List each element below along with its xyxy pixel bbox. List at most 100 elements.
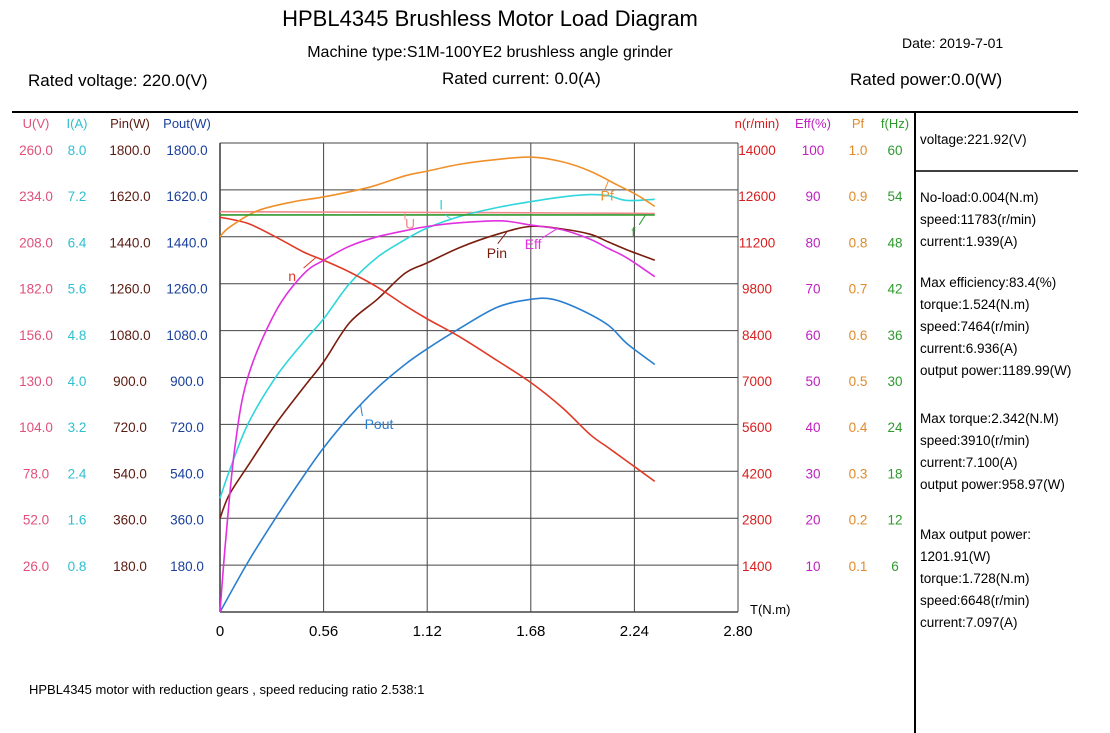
max-output-torque: torque:1.728(N.m) bbox=[920, 571, 1030, 586]
label-leader-pin bbox=[497, 231, 508, 245]
left-axis-header: I(A) bbox=[67, 116, 88, 131]
label-leader-eff bbox=[542, 228, 557, 239]
right-axis-tick: 0.6 bbox=[849, 328, 868, 343]
right-axis-tick: 90 bbox=[805, 189, 820, 204]
right-axis-tick: 54 bbox=[887, 189, 903, 204]
max-eff-value: Max efficiency:83.4(%) bbox=[920, 275, 1057, 290]
left-axis-tick: 52.0 bbox=[23, 513, 49, 528]
panel-max-efficiency: Max efficiency:83.4(%) torque:1.524(N.m)… bbox=[920, 272, 1071, 382]
right-axis-tick: 0.8 bbox=[849, 235, 868, 250]
max-eff-torque: torque:1.524(N.m) bbox=[920, 297, 1030, 312]
right-axis-tick: 1400 bbox=[742, 559, 772, 574]
machine-type: Machine type:S1M-100YE2 brushless angle … bbox=[307, 44, 673, 61]
panel-max-torque: Max torque:2.342(N.M) speed:3910(r/min) … bbox=[920, 408, 1065, 496]
right-axis-tick: 11200 bbox=[739, 235, 776, 250]
curve-label-f: f bbox=[632, 224, 636, 240]
no-load-current: current:1.939(A) bbox=[920, 234, 1018, 249]
left-axis-tick: 3.2 bbox=[68, 420, 87, 435]
left-axis-tick: 1800.0 bbox=[109, 143, 150, 158]
curve-pout bbox=[219, 297, 656, 613]
curve-label-pf: Pf bbox=[601, 188, 614, 204]
curve-pin bbox=[219, 225, 656, 519]
date-label: Date: 2019-7-01 bbox=[902, 35, 1004, 51]
panel-voltage: voltage:221.92(V) bbox=[920, 132, 1027, 147]
right-axis-tick: 0.7 bbox=[849, 282, 868, 297]
label-leader-pout bbox=[360, 405, 363, 417]
right-axis-header: Eff(%) bbox=[795, 116, 831, 131]
left-axis-header: Pin(W) bbox=[110, 116, 150, 131]
left-axis-tick: 1260.0 bbox=[109, 282, 150, 297]
left-axis-tick: 1440.0 bbox=[166, 235, 207, 250]
left-axis-tick: 720.0 bbox=[170, 420, 204, 435]
curve-u bbox=[219, 210, 655, 215]
max-eff-speed: speed:7464(r/min) bbox=[920, 319, 1030, 334]
right-axis-tick: 20 bbox=[805, 513, 820, 528]
right-axis-tick: 2800 bbox=[742, 513, 772, 528]
left-axis-tick: 1800.0 bbox=[166, 143, 207, 158]
right-axis-tick: 100 bbox=[802, 143, 825, 158]
right-axis-tick: 1.0 bbox=[849, 143, 868, 158]
right-axis-tick: 30 bbox=[887, 374, 902, 389]
right-axis-tick: 4200 bbox=[742, 466, 772, 481]
x-tick-label: 1.68 bbox=[516, 623, 545, 640]
label-leader-f bbox=[638, 214, 646, 226]
max-output-label: Max output power: bbox=[920, 527, 1032, 542]
curve-n bbox=[219, 216, 656, 482]
left-axis-tick: 1620.0 bbox=[166, 189, 207, 204]
curve-label-i: I bbox=[439, 197, 443, 213]
left-axis-tick: 234.0 bbox=[19, 189, 53, 204]
right-axis-tick: 0.1 bbox=[849, 559, 868, 574]
right-axis-tick: 8400 bbox=[742, 328, 772, 343]
rated-current: Rated current: 0.0(A) bbox=[442, 69, 601, 88]
left-axis-tick: 1260.0 bbox=[166, 282, 207, 297]
curve-label-eff: Eff bbox=[525, 236, 542, 252]
left-axis-tick: 8.0 bbox=[68, 143, 87, 158]
label-leader-i bbox=[445, 214, 452, 220]
max-eff-output: output power:1189.99(W) bbox=[920, 363, 1072, 378]
curve-pf bbox=[219, 156, 656, 238]
right-axis-tick: 80 bbox=[805, 235, 820, 250]
right-axis-tick: 12600 bbox=[738, 189, 776, 204]
panel-no-load: No-load:0.004(N.m) speed:11783(r/min) cu… bbox=[920, 187, 1039, 253]
right-axis-tick: 30 bbox=[805, 466, 820, 481]
curve-label-u: U bbox=[405, 215, 415, 231]
curves bbox=[219, 156, 656, 613]
chart-title: HPBL4345 Brushless Motor Load Diagram bbox=[282, 6, 698, 31]
label-leader-n bbox=[303, 256, 317, 269]
left-axis-tick: 130.0 bbox=[19, 374, 53, 389]
left-axis-tick: 180.0 bbox=[170, 559, 204, 574]
left-axis-tick: 720.0 bbox=[113, 420, 147, 435]
right-axis-tick: 0.3 bbox=[849, 466, 868, 481]
rated-power: Rated power:0.0(W) bbox=[850, 70, 1003, 89]
x-tick-label: 2.24 bbox=[620, 623, 649, 640]
rated-voltage: Rated voltage: 220.0(V) bbox=[28, 71, 208, 90]
left-axis-tick: 7.2 bbox=[68, 189, 87, 204]
right-axis-tick: 36 bbox=[887, 328, 902, 343]
plot-grid bbox=[219, 142, 739, 613]
right-axis-tick: 60 bbox=[805, 328, 820, 343]
right-axis-header: f(Hz) bbox=[881, 116, 909, 131]
left-axis-tick: 78.0 bbox=[23, 466, 49, 481]
no-load-torque: No-load:0.004(N.m) bbox=[920, 190, 1039, 205]
x-tick-label: 2.80 bbox=[723, 623, 752, 640]
right-axis-tick: 50 bbox=[805, 374, 820, 389]
left-axis-header: U(V) bbox=[23, 116, 50, 131]
curve-label-pout: Pout bbox=[365, 416, 394, 432]
left-axis-tick: 540.0 bbox=[170, 466, 204, 481]
right-axis-tick: 10 bbox=[805, 559, 820, 574]
left-axis-tick: 6.4 bbox=[68, 235, 87, 250]
left-axis-header: Pout(W) bbox=[163, 116, 211, 131]
max-eff-current: current:6.936(A) bbox=[920, 341, 1018, 356]
max-output-value: 1201.91(W) bbox=[920, 549, 991, 564]
max-output-current: current:7.097(A) bbox=[920, 615, 1018, 630]
x-tick-label: 0 bbox=[216, 623, 224, 640]
max-torque-speed: speed:3910(r/min) bbox=[920, 433, 1030, 448]
max-torque-output: output power:958.97(W) bbox=[920, 477, 1065, 492]
right-axis-tick: 14000 bbox=[738, 143, 776, 158]
x-axis-label: T(N.m) bbox=[750, 602, 790, 617]
right-axis-tick: 42 bbox=[887, 282, 902, 297]
left-axis-tick: 4.8 bbox=[68, 328, 87, 343]
left-axis-tick: 180.0 bbox=[113, 559, 147, 574]
left-axis-tick: 156.0 bbox=[19, 328, 53, 343]
